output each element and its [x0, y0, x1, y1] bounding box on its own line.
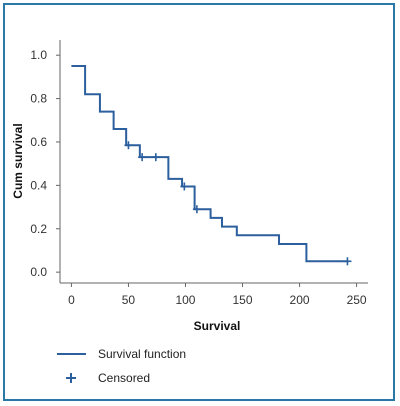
x-tick-label: 100	[175, 293, 195, 307]
censored-marker	[138, 153, 147, 162]
x-tick-label: 250	[347, 293, 367, 307]
y-ticks: 0.0 0.2 0.4 0.6 0.8 1.0	[30, 48, 60, 279]
y-tick-label: 0.4	[30, 178, 47, 192]
censored-marker	[180, 182, 189, 191]
axes	[59, 40, 368, 284]
plot-area	[71, 65, 352, 266]
x-ticks: 0 50 100 150 200 250	[68, 283, 367, 307]
legend-censored-marker	[66, 373, 76, 383]
x-axis-title: Survival	[194, 319, 241, 333]
chart-frame	[3, 3, 395, 401]
legend: Survival function Censored	[57, 347, 186, 385]
x-tick-label: 50	[122, 293, 136, 307]
y-tick-label: 0.8	[30, 92, 47, 106]
legend-survival-label: Survival function	[98, 347, 186, 361]
censored-marker	[343, 257, 352, 266]
x-tick-label: 200	[290, 293, 310, 307]
y-tick-label: 0.0	[30, 265, 47, 279]
y-tick-label: 0.6	[30, 135, 47, 149]
x-tick-label: 0	[68, 293, 75, 307]
y-tick-label: 1.0	[30, 48, 47, 62]
y-tick-label: 0.2	[30, 222, 47, 236]
y-axis-title: Cum survival	[11, 123, 25, 198]
censored-marker	[192, 205, 201, 214]
x-tick-label: 150	[233, 293, 253, 307]
censored-marker	[151, 153, 160, 162]
legend-censored-label: Censored	[98, 371, 150, 385]
censored-marker	[124, 141, 133, 150]
survival-step-line	[71, 65, 348, 263]
